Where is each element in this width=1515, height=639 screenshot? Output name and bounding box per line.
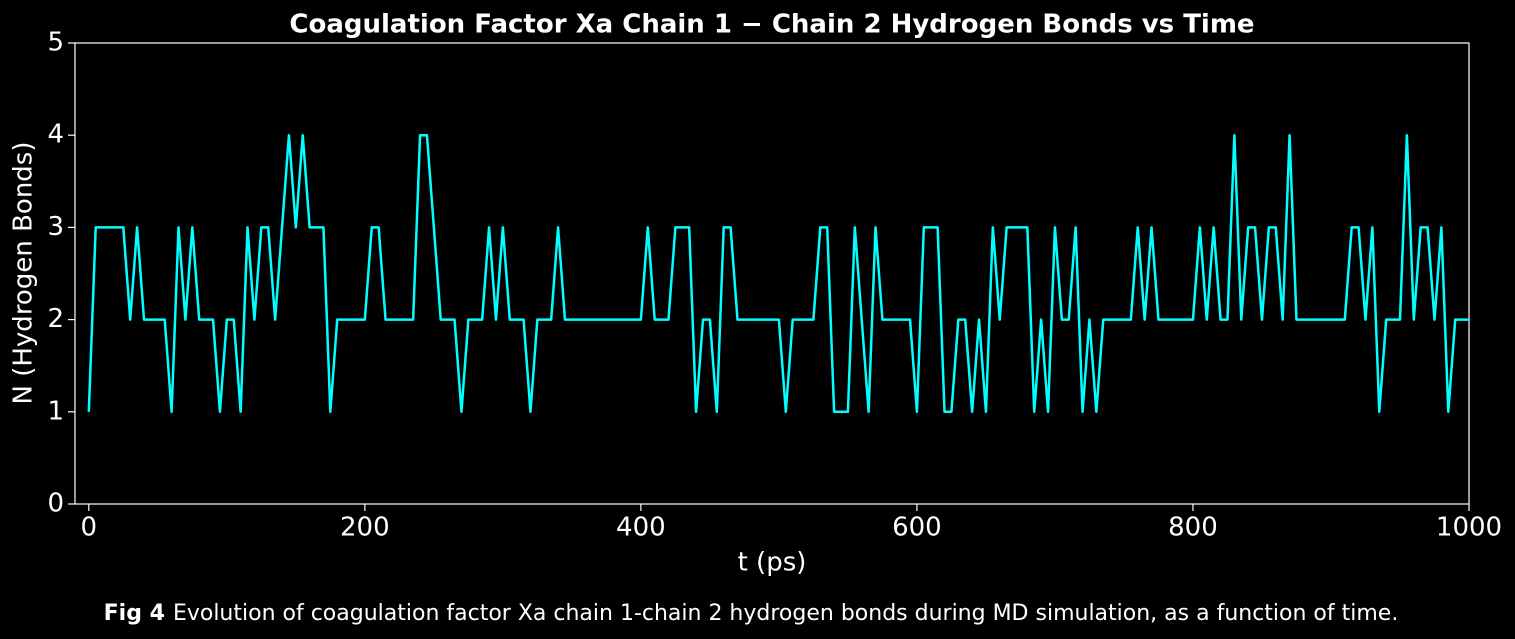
x-axis-label: t (ps) <box>738 548 807 578</box>
caption: Fig 4 Evolution of coagulation factor Xa … <box>104 601 1399 626</box>
x-tick-label: 400 <box>616 513 666 543</box>
y-tick-label: 5 <box>47 28 64 58</box>
y-tick-label: 3 <box>47 212 64 242</box>
y-tick-label: 2 <box>47 304 64 334</box>
y-tick-label: 4 <box>47 120 64 150</box>
y-tick-label: 0 <box>47 489 64 519</box>
y-axis-label: N (Hydrogen Bonds) <box>9 142 39 405</box>
x-tick-label: 0 <box>81 513 98 543</box>
chart-title: Coagulation Factor Xa Chain 1 − Chain 2 … <box>289 10 1254 40</box>
x-tick-label: 800 <box>1168 513 1218 543</box>
y-tick-label: 1 <box>47 396 64 426</box>
plot-frame <box>74 42 1470 505</box>
x-tick-label: 1000 <box>1436 513 1502 543</box>
x-tick-label: 200 <box>340 513 390 543</box>
caption-text: Evolution of coagulation factor Xa chain… <box>173 601 1398 626</box>
x-tick-label: 600 <box>892 513 942 543</box>
caption-label: Fig 4 <box>104 601 165 626</box>
data-line <box>87 133 1469 414</box>
